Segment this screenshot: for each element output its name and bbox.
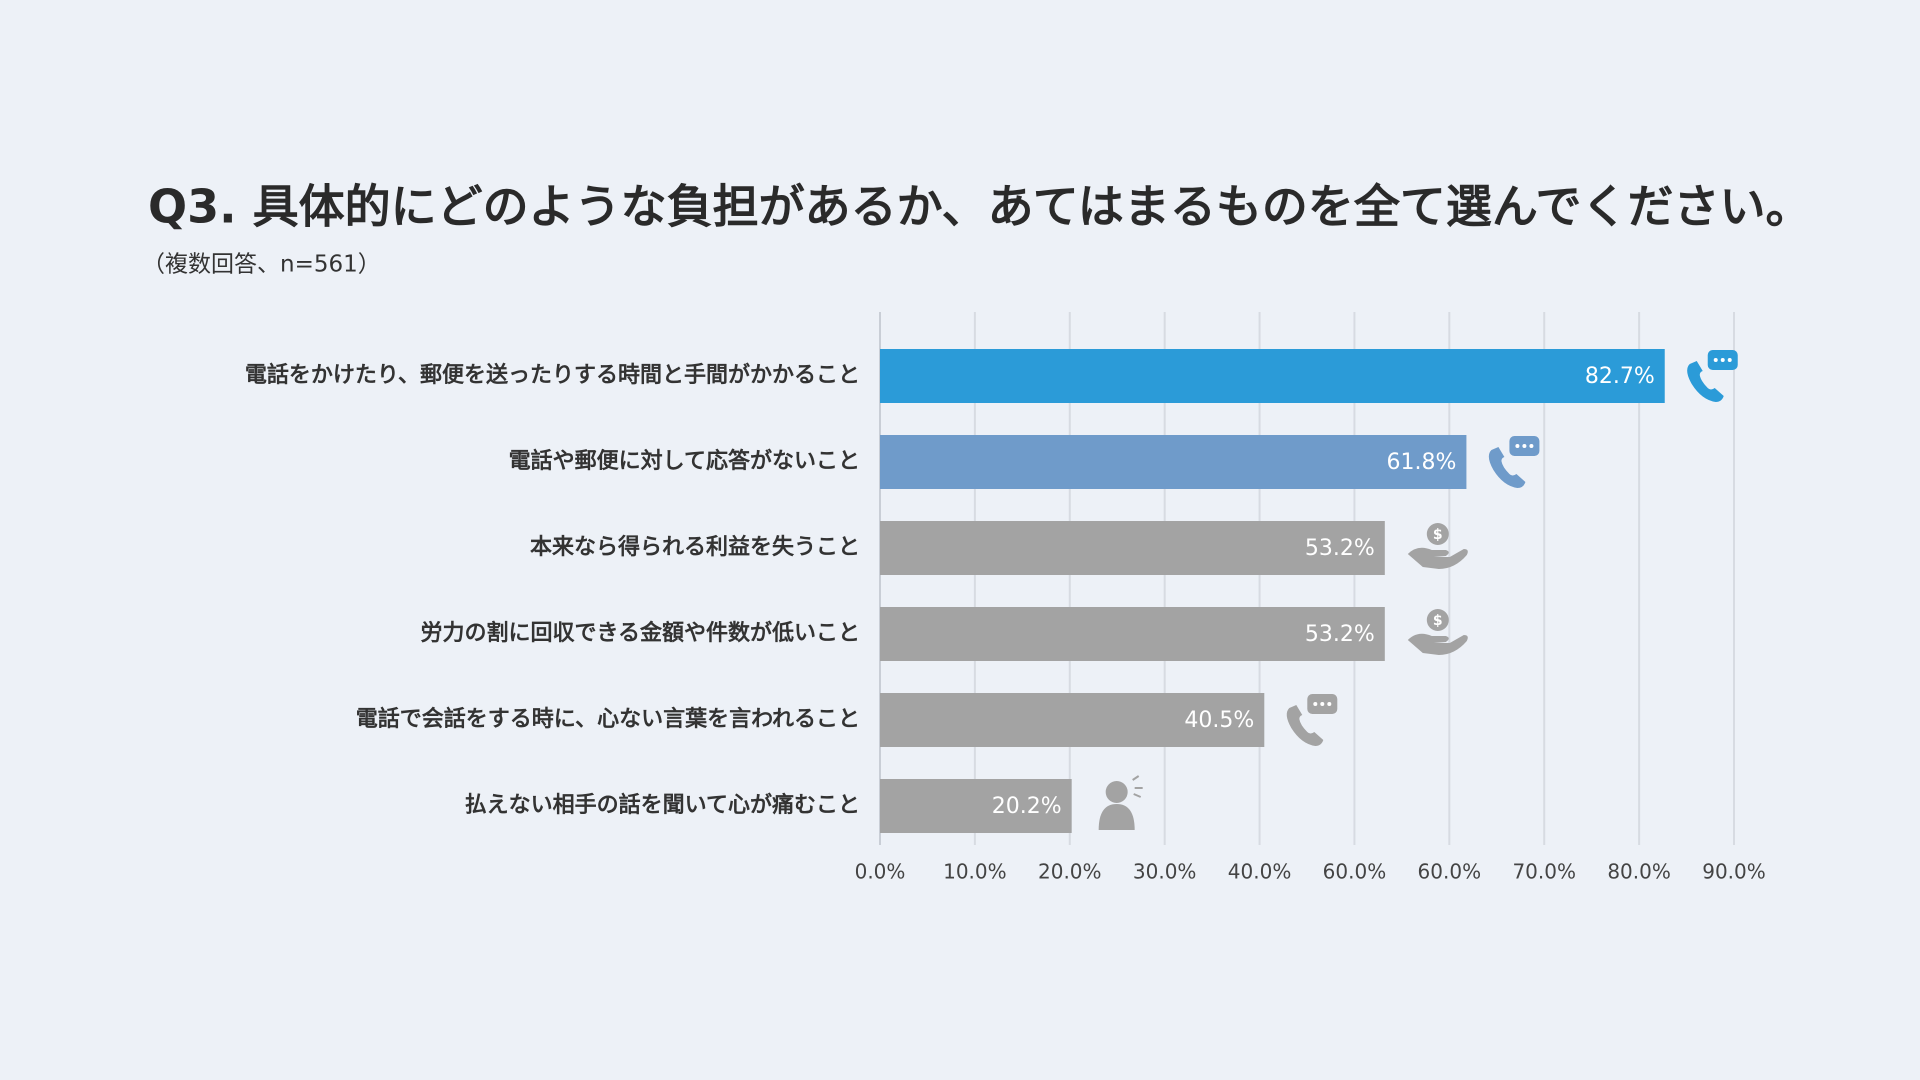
category-label: 払えない相手の話を聞いて心が痛むこと (465, 792, 860, 818)
value-label: 53.2% (1305, 622, 1375, 647)
phone-icon (1286, 705, 1324, 746)
bubble-dot (1713, 358, 1718, 362)
phone-icon (1687, 361, 1724, 402)
x-tick-label: 70.0% (1512, 860, 1576, 884)
bar-icon: $ (1407, 609, 1468, 655)
bar (880, 693, 1265, 747)
category-label: 労力の割に回収できる金額や件数が低いこと (420, 620, 860, 646)
hand-icon (1407, 633, 1468, 655)
person-head (1105, 781, 1128, 803)
bar-icon: $ (1407, 523, 1468, 569)
x-tick-label: 40.0% (1228, 860, 1292, 884)
value-label: 20.2% (992, 794, 1062, 819)
bar (880, 435, 1467, 489)
worry-lines (1132, 775, 1143, 798)
coin-icon (1426, 609, 1449, 631)
chart-subtitle: （複数回答、n=561） (142, 252, 381, 278)
bubble-dot (1529, 444, 1534, 448)
phone-icon (1488, 447, 1526, 488)
value-label: 53.2% (1305, 536, 1375, 561)
bubble-dot (1727, 358, 1732, 362)
bubble-dot (1327, 702, 1332, 706)
x-tick-label: 10.0% (943, 860, 1007, 884)
coin-symbol: $ (1433, 527, 1443, 543)
bar (880, 349, 1665, 403)
x-tick-label: 20.0% (1038, 860, 1102, 884)
category-label: 電話をかけたり、郵便を送ったりする時間と手間がかかること (245, 362, 860, 388)
bubble-dot (1313, 702, 1318, 706)
x-tick-label: 0.0% (855, 860, 906, 884)
bar-icon (1488, 436, 1540, 488)
bar (880, 607, 1385, 661)
bubble-dot (1720, 358, 1725, 362)
bar-icon (1687, 350, 1738, 402)
bar (880, 779, 1072, 833)
x-tick-label: 80.0% (1607, 860, 1671, 884)
value-label: 82.7% (1585, 364, 1655, 389)
bubble-dot (1515, 444, 1520, 448)
bar-icon (1098, 775, 1143, 830)
x-tick-label: 30.0% (1133, 860, 1197, 884)
hand-icon (1407, 547, 1468, 569)
bubble-dot (1522, 444, 1527, 448)
bubble-dot (1320, 702, 1325, 706)
x-tick-label: 60.0% (1323, 860, 1387, 884)
coin-icon (1426, 523, 1449, 545)
chart-title: Q3. 具体的にどのような負担があるか、あてはまるものを全て選んでください。 (148, 180, 1812, 234)
category-label: 電話や郵便に対して応答がないこと (509, 448, 860, 474)
category-label: 本来なら得られる利益を失うこと (530, 534, 860, 560)
person-body (1098, 804, 1135, 830)
bar-icon (1286, 694, 1338, 746)
x-tick-label: 90.0% (1702, 860, 1766, 884)
bar (880, 521, 1385, 575)
value-label: 40.5% (1184, 708, 1254, 733)
category-label: 電話で会話をする時に、心ない言葉を言われること (356, 706, 860, 732)
coin-symbol: $ (1433, 613, 1443, 629)
value-label: 61.8% (1387, 450, 1457, 475)
x-tick-label: 60.0% (1418, 860, 1482, 884)
